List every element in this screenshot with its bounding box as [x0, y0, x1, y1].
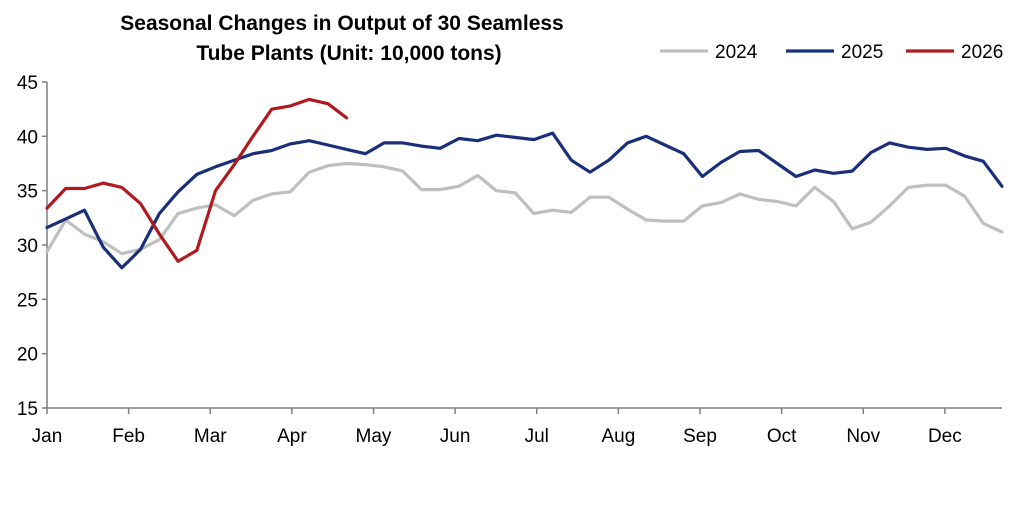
chart-title-line: Seasonal Changes in Output of 30 Seamles… [120, 12, 563, 35]
chart-title: Seasonal Changes in Output of 30 Seamles… [120, 12, 563, 65]
x-tick-label: Apr [277, 426, 307, 447]
x-tick-label: Feb [112, 426, 145, 447]
series-line-2025 [45, 131, 1004, 270]
x-tick-label: Nov [846, 426, 880, 447]
x-tick-label: Sep [683, 426, 717, 447]
x-tick-label: Jun [440, 426, 471, 447]
x-tick-label: Oct [767, 426, 797, 447]
legend-label-2026: 2026 [961, 42, 1003, 63]
x-tick-label: Aug [601, 426, 635, 447]
y-tick-label: 25 [17, 290, 38, 311]
y-tick-label: 20 [17, 345, 38, 366]
series-lines [45, 97, 1004, 270]
y-tick-label: 15 [17, 399, 38, 420]
legend-label-2025: 2025 [841, 42, 883, 63]
x-tick-label: Mar [194, 426, 227, 447]
x-tick-label: May [356, 426, 392, 447]
y-tick-label: 45 [17, 73, 38, 94]
series-line-2026 [45, 97, 349, 263]
y-tick-label: 30 [17, 236, 38, 257]
legend: 2024 2025 2026 [660, 42, 1003, 63]
x-tick-label: Jul [525, 426, 549, 447]
series-line-2024 [45, 161, 1004, 256]
axes: 15 20 25 30 35 40 45 Jan Feb Mar Apr May Jun Jul Aug Se… [17, 73, 1002, 447]
y-tick-label: 35 [17, 182, 38, 203]
legend-label-2024: 2024 [715, 42, 758, 63]
chart-title-line: Tube Plants (Unit: 10,000 tons) [196, 42, 501, 65]
y-tick-label: 40 [17, 127, 38, 148]
x-tick-label: Dec [928, 426, 962, 447]
x-tick-label: Jan [32, 426, 63, 447]
